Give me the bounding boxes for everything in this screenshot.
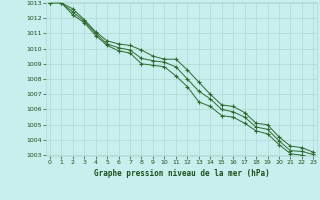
X-axis label: Graphe pression niveau de la mer (hPa): Graphe pression niveau de la mer (hPa) — [94, 169, 269, 178]
